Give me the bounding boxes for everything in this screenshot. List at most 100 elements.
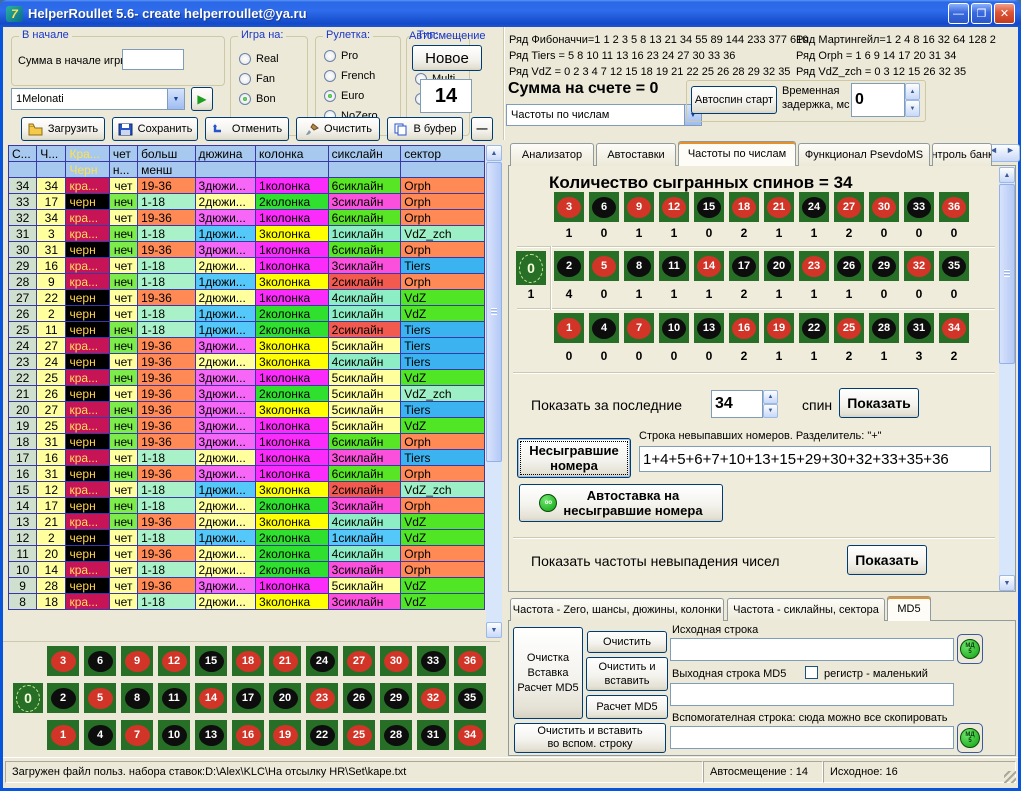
column-header[interactable]: чет: [108, 145, 139, 162]
board-cell-21[interactable]: 21: [269, 646, 301, 676]
freq-cell-35[interactable]: 35: [939, 251, 969, 281]
freq-cell-22[interactable]: 22: [799, 313, 829, 343]
board-cell-6[interactable]: 6: [84, 646, 116, 676]
board-cell-22[interactable]: 22: [306, 720, 338, 750]
bottom-tab-3[interactable]: MD5: [887, 596, 931, 621]
column-header[interactable]: [8, 161, 38, 178]
board-cell-13[interactable]: 13: [195, 720, 227, 750]
freq-cell-25[interactable]: 25: [834, 313, 864, 343]
tab-scroll-left-icon[interactable]: ◄: [989, 145, 998, 155]
scroll-down-icon[interactable]: ▼: [999, 575, 1015, 591]
column-header[interactable]: сикслайн: [327, 145, 402, 162]
board-cell-20[interactable]: 20: [269, 683, 301, 713]
history-table-scrollbar[interactable]: ▲ ▼: [486, 145, 502, 638]
freq-cell-32[interactable]: 32: [904, 251, 934, 281]
close-button[interactable]: ✕: [994, 3, 1015, 24]
board-cell-7[interactable]: 7: [121, 720, 153, 750]
board-cell-17[interactable]: 17: [232, 683, 264, 713]
freq-cell-16[interactable]: 16: [729, 313, 759, 343]
freq-cell-14[interactable]: 14: [694, 251, 724, 281]
freq-cell-11[interactable]: 11: [659, 251, 689, 281]
board-cell-4[interactable]: 4: [84, 720, 116, 750]
board-cell-19[interactable]: 19: [269, 720, 301, 750]
autospin-start-button[interactable]: Автоспин старт: [691, 86, 777, 114]
md5-big-button[interactable]: Очистка Вставка Расчет MD5: [513, 627, 583, 719]
freq-cell-19[interactable]: 19: [764, 313, 794, 343]
board-cell-34[interactable]: 34: [454, 720, 486, 750]
md5-clear-paste-button[interactable]: Очистить и вставить: [586, 657, 668, 691]
freq-cell-7[interactable]: 7: [624, 313, 654, 343]
md5-calc-icon-button-2[interactable]: МД 5: [957, 723, 983, 753]
radio-option-pro[interactable]: Pro: [324, 46, 398, 66]
column-header[interactable]: колонка: [255, 145, 329, 162]
radio-icon[interactable]: [324, 90, 336, 102]
freq-cell-29[interactable]: 29: [869, 251, 899, 281]
column-header[interactable]: [194, 161, 257, 178]
frequencies-panel-scrollbar[interactable]: ▲ ▼: [999, 167, 1015, 591]
freq-cell-15[interactable]: 15: [694, 192, 724, 222]
lowercase-checkbox[interactable]: [805, 666, 818, 679]
board-cell-2[interactable]: 2: [47, 683, 79, 713]
md5-source-input[interactable]: [670, 638, 954, 661]
board-cell-24[interactable]: 24: [306, 646, 338, 676]
board-cell-12[interactable]: 12: [158, 646, 190, 676]
board-cell-15[interactable]: 15: [195, 646, 227, 676]
last-spins-spinner[interactable]: ▲ ▼: [763, 390, 778, 418]
preset-dropdown[interactable]: 1Melonati ▼: [11, 88, 185, 110]
scroll-up-icon[interactable]: ▲: [999, 167, 1015, 183]
radio-option-bon[interactable]: Bon: [239, 89, 305, 109]
radio-icon[interactable]: [239, 93, 251, 105]
resize-grip[interactable]: [1004, 771, 1016, 783]
start-sum-input[interactable]: [122, 49, 184, 70]
board-cell-14[interactable]: 14: [195, 683, 227, 713]
freq-cell-3[interactable]: 3: [554, 192, 584, 222]
freq-cell-18[interactable]: 18: [729, 192, 759, 222]
column-header[interactable]: С...: [8, 145, 38, 162]
new-button[interactable]: Новое: [412, 45, 482, 71]
md5-out-input[interactable]: [670, 683, 954, 706]
freq-cell-36[interactable]: 36: [939, 192, 969, 222]
freq-cell-23[interactable]: 23: [799, 251, 829, 281]
column-header[interactable]: [255, 161, 329, 178]
tab-1[interactable]: Анализатор: [510, 143, 594, 166]
board-cell-36[interactable]: 36: [454, 646, 486, 676]
freq-cell-21[interactable]: 21: [764, 192, 794, 222]
column-header[interactable]: больш: [137, 145, 196, 162]
column-header[interactable]: Ч...: [36, 145, 67, 162]
freq-cell-17[interactable]: 17: [729, 251, 759, 281]
radio-option-euro[interactable]: Euro: [324, 86, 398, 106]
minimize-button[interactable]: —: [948, 3, 969, 24]
board-cell-10[interactable]: 10: [158, 720, 190, 750]
board-cell-0[interactable]: 0: [13, 683, 43, 713]
scroll-up-icon[interactable]: ▲: [486, 145, 502, 161]
clear-button[interactable]: Очистить: [296, 117, 380, 141]
show-missing-freq-button[interactable]: Показать: [847, 545, 927, 575]
board-cell-3[interactable]: 3: [47, 646, 79, 676]
radio-option-fan[interactable]: Fan: [239, 69, 305, 89]
column-header[interactable]: сектор: [400, 145, 485, 162]
column-header[interactable]: [327, 161, 402, 178]
missed-numbers-button[interactable]: Несыгравшие номера: [517, 438, 631, 478]
radio-icon[interactable]: [239, 73, 251, 85]
radio-icon[interactable]: [324, 70, 336, 82]
tab-scroll-right-icon[interactable]: ►: [1006, 145, 1015, 155]
radio-icon[interactable]: [239, 53, 251, 65]
freq-cell-34[interactable]: 34: [939, 313, 969, 343]
md5-clear-button[interactable]: Очистить: [587, 631, 667, 653]
md5-clear-paste-aux-button[interactable]: Очистить и вставить во вспом. строку: [514, 723, 666, 753]
md5-calc-button[interactable]: Расчет MD5: [586, 695, 668, 719]
board-cell-32[interactable]: 32: [417, 683, 449, 713]
board-cell-1[interactable]: 1: [47, 720, 79, 750]
column-header[interactable]: [400, 161, 485, 178]
tab-5[interactable]: Контроль банкро: [932, 143, 992, 166]
md5-calc-icon-button-1[interactable]: МД 5: [957, 634, 983, 664]
freq-cell-20[interactable]: 20: [764, 251, 794, 281]
freq-cell-9[interactable]: 9: [624, 192, 654, 222]
show-button[interactable]: Показать: [839, 388, 919, 418]
board-cell-25[interactable]: 25: [343, 720, 375, 750]
missed-numbers-input[interactable]: [639, 446, 991, 472]
freq-cell-5[interactable]: 5: [589, 251, 619, 281]
freq-cell-27[interactable]: 27: [834, 192, 864, 222]
column-header[interactable]: Кра...: [65, 145, 110, 162]
board-cell-16[interactable]: 16: [232, 720, 264, 750]
